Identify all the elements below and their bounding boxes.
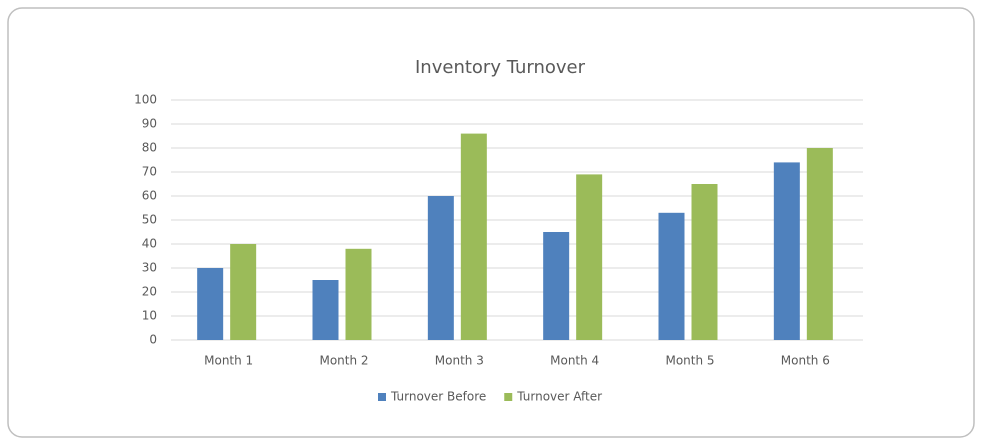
bar <box>576 174 603 340</box>
y-tick-label: 30 <box>142 261 157 275</box>
bar <box>658 212 685 340</box>
x-tick-label: Month 4 <box>550 354 599 368</box>
bar <box>197 268 224 340</box>
y-tick-label: 100 <box>134 93 157 107</box>
bar <box>543 232 570 340</box>
x-tick-label: Month 1 <box>204 354 253 368</box>
y-tick-label: 10 <box>142 309 157 323</box>
y-tick-label: 50 <box>142 213 157 227</box>
bar <box>691 184 718 340</box>
y-tick-label: 60 <box>142 189 157 203</box>
bar <box>773 162 800 340</box>
legend-swatch <box>504 393 513 401</box>
legend-swatch <box>378 393 386 401</box>
y-tick-label: 20 <box>142 285 157 299</box>
y-tick-label: 40 <box>142 237 157 251</box>
bar <box>460 133 487 340</box>
x-tick-label: Month 3 <box>435 354 484 368</box>
x-tick-label: Month 6 <box>781 354 830 368</box>
bar <box>806 148 833 340</box>
legend-label: Turnover Before <box>390 390 486 404</box>
legend-label: Turnover After <box>516 390 602 404</box>
bar <box>312 280 339 340</box>
x-tick-label: Month 2 <box>319 354 368 368</box>
chart-title: Inventory Turnover <box>415 57 586 78</box>
y-tick-label: 70 <box>142 165 157 179</box>
y-tick-label: 0 <box>149 333 157 347</box>
bar <box>345 248 372 340</box>
x-tick-label: Month 5 <box>665 354 714 368</box>
y-tick-label: 90 <box>142 117 157 131</box>
bar <box>230 244 257 340</box>
bar <box>427 196 454 340</box>
y-tick-label: 80 <box>142 141 157 155</box>
